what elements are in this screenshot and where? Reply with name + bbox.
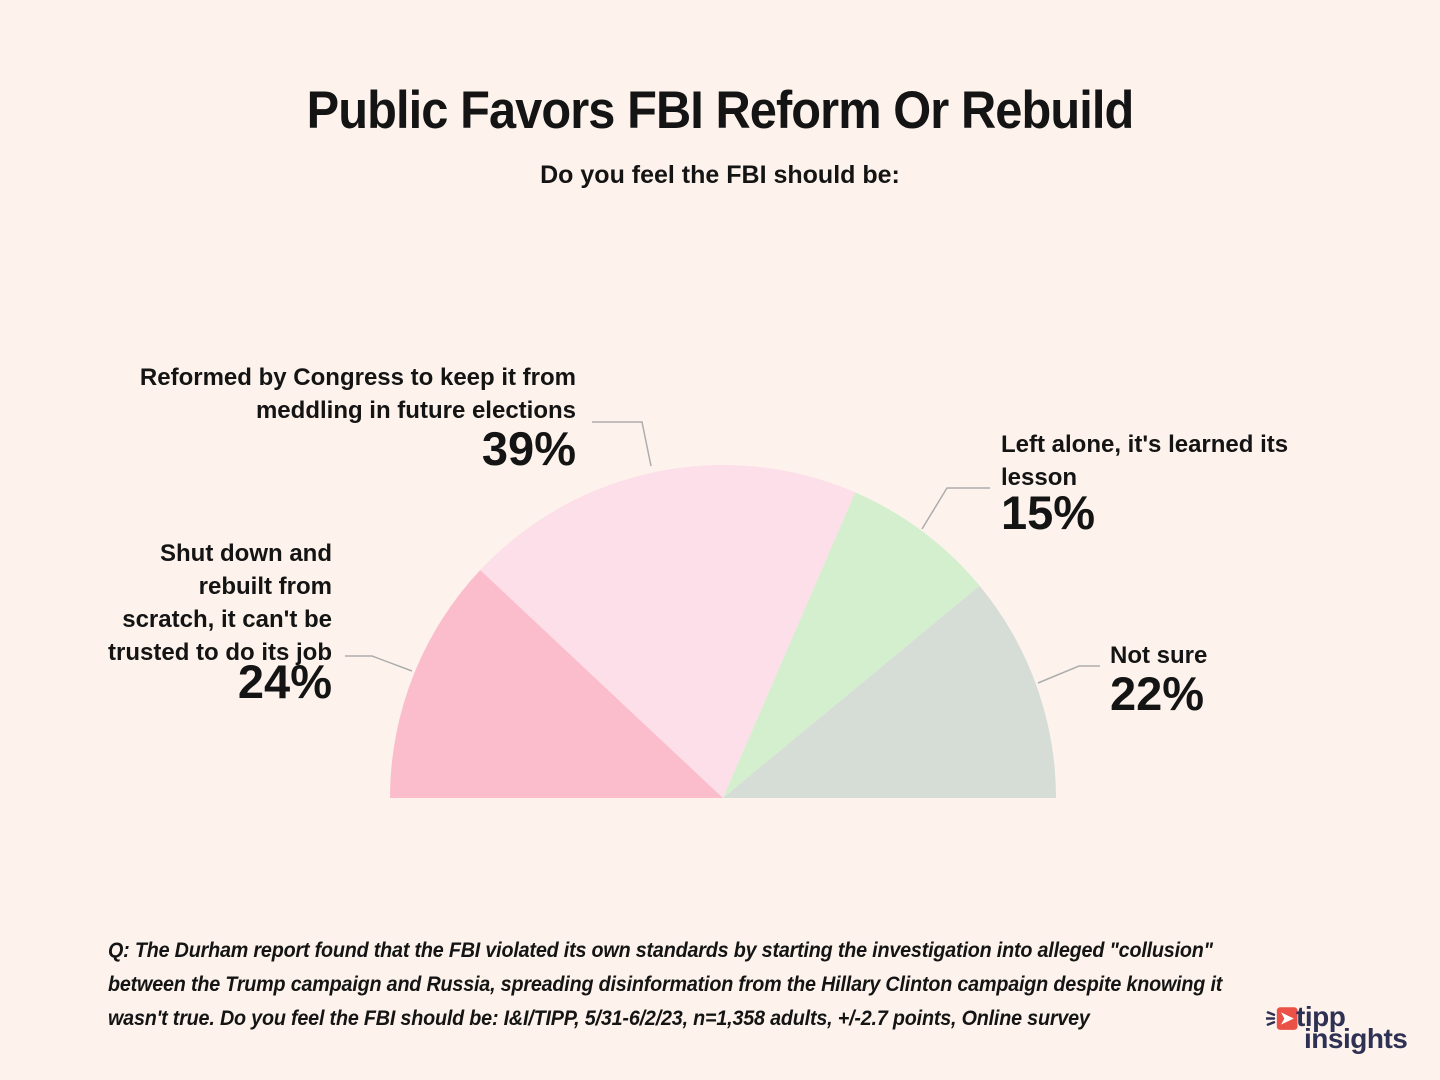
segment-label-leftalone: Left alone, it's learned its lesson <box>1001 428 1331 494</box>
segment-value-shutdown: 24% <box>237 655 332 708</box>
segment-label-leftalone-line2: lesson <box>1001 464 1078 491</box>
segment-label-reformed-line2: meddling in future elections <box>255 397 576 424</box>
logo-word-insights: insights <box>1304 1023 1408 1054</box>
segment-value-leftalone: 15% <box>1001 486 1096 539</box>
survey-footnote-line2: between the Trump campaign and Russia, s… <box>108 973 1223 996</box>
chart-subtitle: Do you feel the FBI should be: <box>540 161 900 189</box>
logo-ray-top <box>1266 1011 1276 1016</box>
segment-label-shutdown: Shut down and rebuilt from scratch, it c… <box>62 537 332 669</box>
callout-line-shutdown <box>345 655 413 672</box>
pie-segment-reformed <box>480 465 856 798</box>
callout-line-reformed <box>592 421 652 467</box>
logo-arrow <box>1281 1012 1294 1025</box>
survey-footnote-line1: Q: The Durham report found that the FBI … <box>108 939 1213 962</box>
logo-word-tipp: tipp <box>1296 1001 1346 1032</box>
segment-label-leftalone-line1: Left alone, it's learned its <box>1001 431 1289 458</box>
segment-label-shutdown-line3: scratch, it can't be <box>122 606 332 633</box>
segment-label-reformed: Reformed by Congress to keep it from med… <box>96 361 576 427</box>
pie-segment-shutdown <box>390 570 723 798</box>
pie-segment-leftalone <box>723 492 980 798</box>
survey-footnote: Q: The Durham report found that the FBI … <box>108 934 1222 1036</box>
segment-value-reformed: 39% <box>481 422 576 475</box>
survey-footnote-line3: wasn't true. Do you feel the FBI should … <box>108 1007 1090 1030</box>
segment-label-reformed-line1: Reformed by Congress to keep it from <box>139 364 576 391</box>
segment-label-shutdown-line1: Shut down and <box>160 540 332 567</box>
segment-label-notsure: Not sure <box>1110 639 1370 672</box>
segment-label-shutdown-line2: rebuilt from <box>198 573 332 600</box>
callout-line-leftalone <box>921 487 990 530</box>
pie-segment-notsure <box>723 585 1056 798</box>
page-title: Public Favors FBI Reform Or Rebuild <box>306 81 1135 140</box>
segment-label-notsure-line1: Not sure <box>1110 642 1208 669</box>
segment-value-notsure: 22% <box>1110 667 1205 720</box>
segment-label-shutdown-line4: trusted to do its job <box>108 639 332 666</box>
logo-ray-bottom <box>1266 1021 1276 1026</box>
tipp-insights-icon <box>1266 1007 1298 1030</box>
callout-line-notsure <box>1037 665 1100 684</box>
